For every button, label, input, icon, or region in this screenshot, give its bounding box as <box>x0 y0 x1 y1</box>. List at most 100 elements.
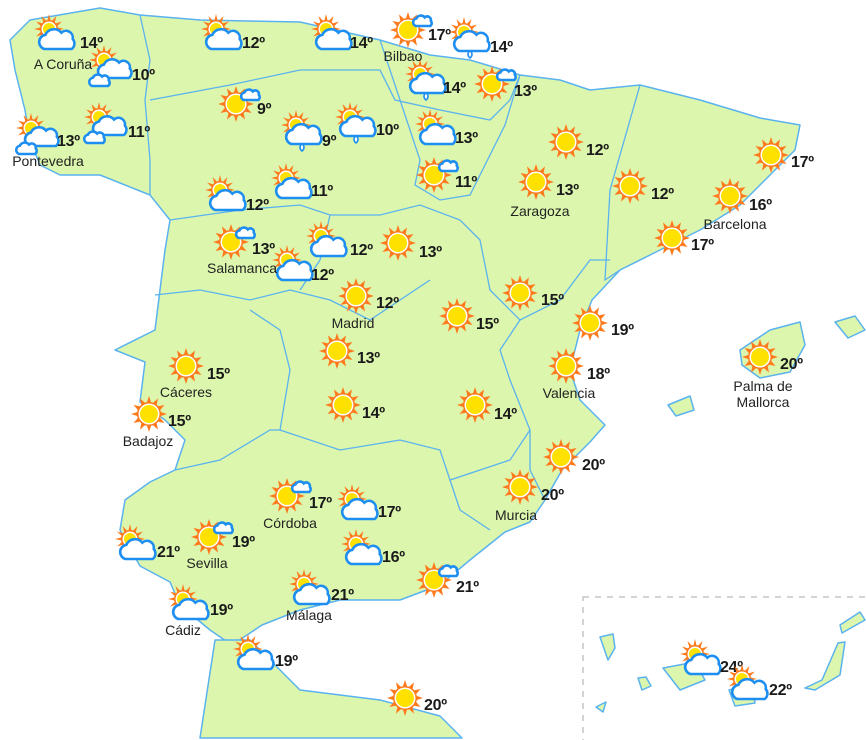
temperature-label: 15º <box>541 292 564 309</box>
sun-ray <box>587 333 593 341</box>
partly-cloudy-icon <box>726 664 770 705</box>
sun-ray <box>311 27 319 31</box>
sun-ray <box>533 164 539 172</box>
city-label: Sevilla <box>186 555 228 571</box>
sun-ray <box>563 124 569 132</box>
sun-icon <box>514 162 558 202</box>
temperature-label: 22º <box>769 682 792 699</box>
sun-icon <box>749 135 793 175</box>
temperature-label: 15º <box>168 413 191 430</box>
sun-ray <box>390 27 398 33</box>
sun-ray <box>183 376 189 384</box>
sun-ray <box>97 102 101 110</box>
sun-ray <box>416 577 424 583</box>
sun-ray <box>191 534 199 540</box>
sun-ray <box>241 239 249 245</box>
temperature-label: 19º <box>210 602 233 619</box>
temperature-label: 18º <box>587 366 610 383</box>
sun-ray <box>181 584 185 592</box>
sun-icon <box>498 273 542 313</box>
temperature-label: 13º <box>455 130 478 147</box>
sun-ray <box>558 467 564 475</box>
sun-ray <box>680 652 688 656</box>
sun-ray <box>415 122 423 126</box>
sun-ray <box>462 17 466 25</box>
sun-ray <box>517 469 523 477</box>
sun-ray <box>518 179 526 185</box>
sun-icon <box>544 346 588 386</box>
sun-small-cloud-icon <box>472 62 517 102</box>
temperature-label: 14º <box>350 35 373 52</box>
city-label: A Coruña <box>33 56 93 72</box>
city-label: Zaragoza <box>510 203 570 219</box>
sun-icon <box>453 385 497 425</box>
sun-ray <box>546 179 554 185</box>
sun-ray <box>168 363 176 369</box>
partly-cloudy-icon <box>414 109 458 150</box>
sun-ray <box>338 293 346 299</box>
sun-ray <box>353 278 359 286</box>
sun-ray <box>201 27 209 31</box>
sun-ray <box>548 139 556 145</box>
city-label: Barcelona <box>703 216 767 232</box>
sun-ray <box>502 290 510 296</box>
sun-ray <box>654 235 662 241</box>
sun-ray <box>206 519 212 527</box>
sun-ray <box>16 126 24 130</box>
sun-ray <box>29 113 33 121</box>
sun-ray <box>600 320 608 326</box>
temperature-label: 20º <box>582 457 605 474</box>
sun-ray <box>269 493 277 499</box>
temperature-label: 14º <box>494 406 517 423</box>
temperature-label: 17º <box>691 237 714 254</box>
sun-ray <box>627 168 633 176</box>
partly-cloudy-icon <box>271 245 315 286</box>
sun-ray <box>405 12 411 20</box>
sun-ray <box>467 313 475 319</box>
city-label: Córdoba <box>263 515 317 531</box>
sun-ray <box>428 109 432 117</box>
partly-cloudy-icon <box>305 221 349 262</box>
sun-ray <box>576 139 584 145</box>
sun-ray <box>84 115 92 119</box>
sun-ray <box>517 275 523 283</box>
sun-ray <box>444 577 452 583</box>
city-label: Cáceres <box>159 384 213 400</box>
sun-ray <box>228 252 234 260</box>
sun-icon <box>383 678 427 718</box>
city-label: Cádiz <box>165 622 201 638</box>
sun-ray <box>576 363 584 369</box>
sun-ray <box>489 94 495 102</box>
sun-ray <box>682 235 690 241</box>
partly-cloudy-icon <box>270 163 314 204</box>
temperature-label: 11º <box>455 174 477 191</box>
rain-sun-icon <box>280 110 324 153</box>
sun-ray <box>431 185 437 193</box>
sun-ray <box>415 695 423 701</box>
temperature-label: 17º <box>428 27 451 44</box>
canary-island <box>595 701 607 713</box>
sun-ray <box>768 165 774 173</box>
sun-ray <box>340 415 346 423</box>
sun-ray <box>271 176 279 180</box>
rain-sun-icon <box>334 102 378 145</box>
sun-ray <box>146 396 152 404</box>
city-label: Bilbao <box>383 48 423 64</box>
temperature-label: 21º <box>331 587 354 604</box>
sun-ray <box>431 157 437 165</box>
temperature-label: 13º <box>514 83 537 100</box>
sun-ray <box>533 192 539 200</box>
ibiza-land <box>667 395 695 417</box>
sun-ray <box>115 537 123 541</box>
sun-ray <box>366 293 374 299</box>
sun-ray <box>449 30 457 34</box>
sun-ray <box>489 66 495 74</box>
sun-ray <box>416 172 424 178</box>
sun-ray <box>517 303 523 311</box>
sun-ray <box>128 524 132 532</box>
sun-ray <box>571 454 579 460</box>
sun-ray <box>341 542 349 546</box>
sun-ray <box>102 45 106 53</box>
sun-ray <box>380 240 388 246</box>
sun-ray <box>431 590 437 598</box>
